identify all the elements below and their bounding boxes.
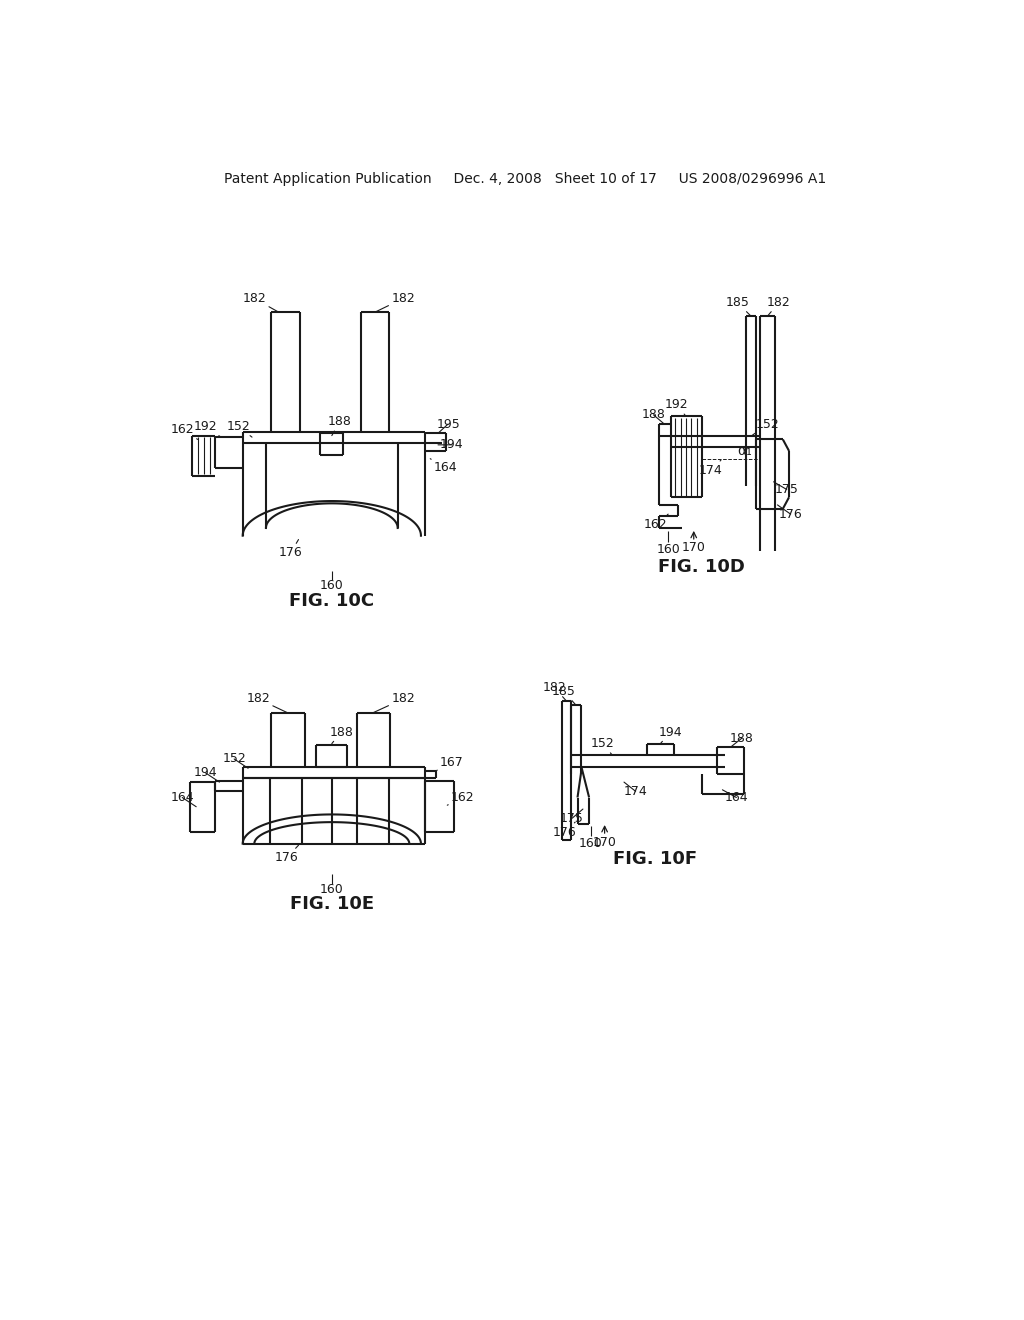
Text: 185: 185: [552, 685, 575, 705]
Text: 176: 176: [275, 845, 299, 865]
Text: 188: 188: [329, 726, 353, 743]
Text: 152: 152: [752, 417, 779, 436]
Text: 152: 152: [591, 737, 614, 755]
Text: 176: 176: [553, 822, 577, 838]
Text: 170: 170: [682, 541, 706, 554]
Text: FIG. 10F: FIG. 10F: [613, 850, 697, 869]
Text: FIG. 10E: FIG. 10E: [290, 895, 374, 912]
Text: 194: 194: [194, 767, 219, 781]
Text: 160: 160: [319, 883, 344, 896]
Text: 176: 176: [777, 506, 803, 520]
Text: 185: 185: [725, 296, 751, 317]
Text: 162: 162: [643, 515, 669, 531]
Text: 162: 162: [447, 791, 474, 805]
Text: 164: 164: [430, 459, 458, 474]
Text: FIG. 10D: FIG. 10D: [658, 557, 744, 576]
Text: 182: 182: [543, 681, 566, 701]
Text: 182: 182: [767, 296, 791, 317]
Text: 182: 182: [247, 693, 288, 713]
Text: 176: 176: [279, 540, 303, 560]
Text: 194: 194: [658, 726, 682, 743]
Text: 182: 182: [375, 292, 415, 313]
Text: 164: 164: [170, 791, 197, 807]
Text: 175: 175: [560, 809, 584, 825]
Text: 162: 162: [170, 422, 198, 440]
Text: 167: 167: [436, 756, 464, 771]
Text: 182: 182: [373, 693, 415, 713]
Text: 152: 152: [222, 752, 248, 768]
Text: FIG. 10C: FIG. 10C: [289, 593, 375, 610]
Text: 192: 192: [194, 420, 221, 437]
Text: 195: 195: [436, 417, 460, 433]
Text: 188: 188: [328, 416, 351, 436]
Text: 194: 194: [438, 438, 464, 451]
Text: 160: 160: [579, 837, 602, 850]
Text: 160: 160: [319, 579, 344, 593]
Text: 174: 174: [699, 461, 723, 477]
Text: 170: 170: [593, 836, 616, 849]
Text: 175: 175: [773, 482, 799, 496]
Text: 164: 164: [722, 789, 749, 804]
Text: α₁: α₁: [736, 444, 752, 458]
Text: 188: 188: [641, 408, 666, 424]
Text: 192: 192: [665, 399, 688, 416]
Text: 182: 182: [243, 292, 280, 313]
Text: Patent Application Publication     Dec. 4, 2008   Sheet 10 of 17     US 2008/029: Patent Application Publication Dec. 4, 2…: [223, 172, 826, 186]
Text: 174: 174: [624, 781, 647, 797]
Text: 160: 160: [656, 543, 680, 556]
Text: 188: 188: [730, 731, 754, 747]
Text: 152: 152: [226, 420, 252, 437]
